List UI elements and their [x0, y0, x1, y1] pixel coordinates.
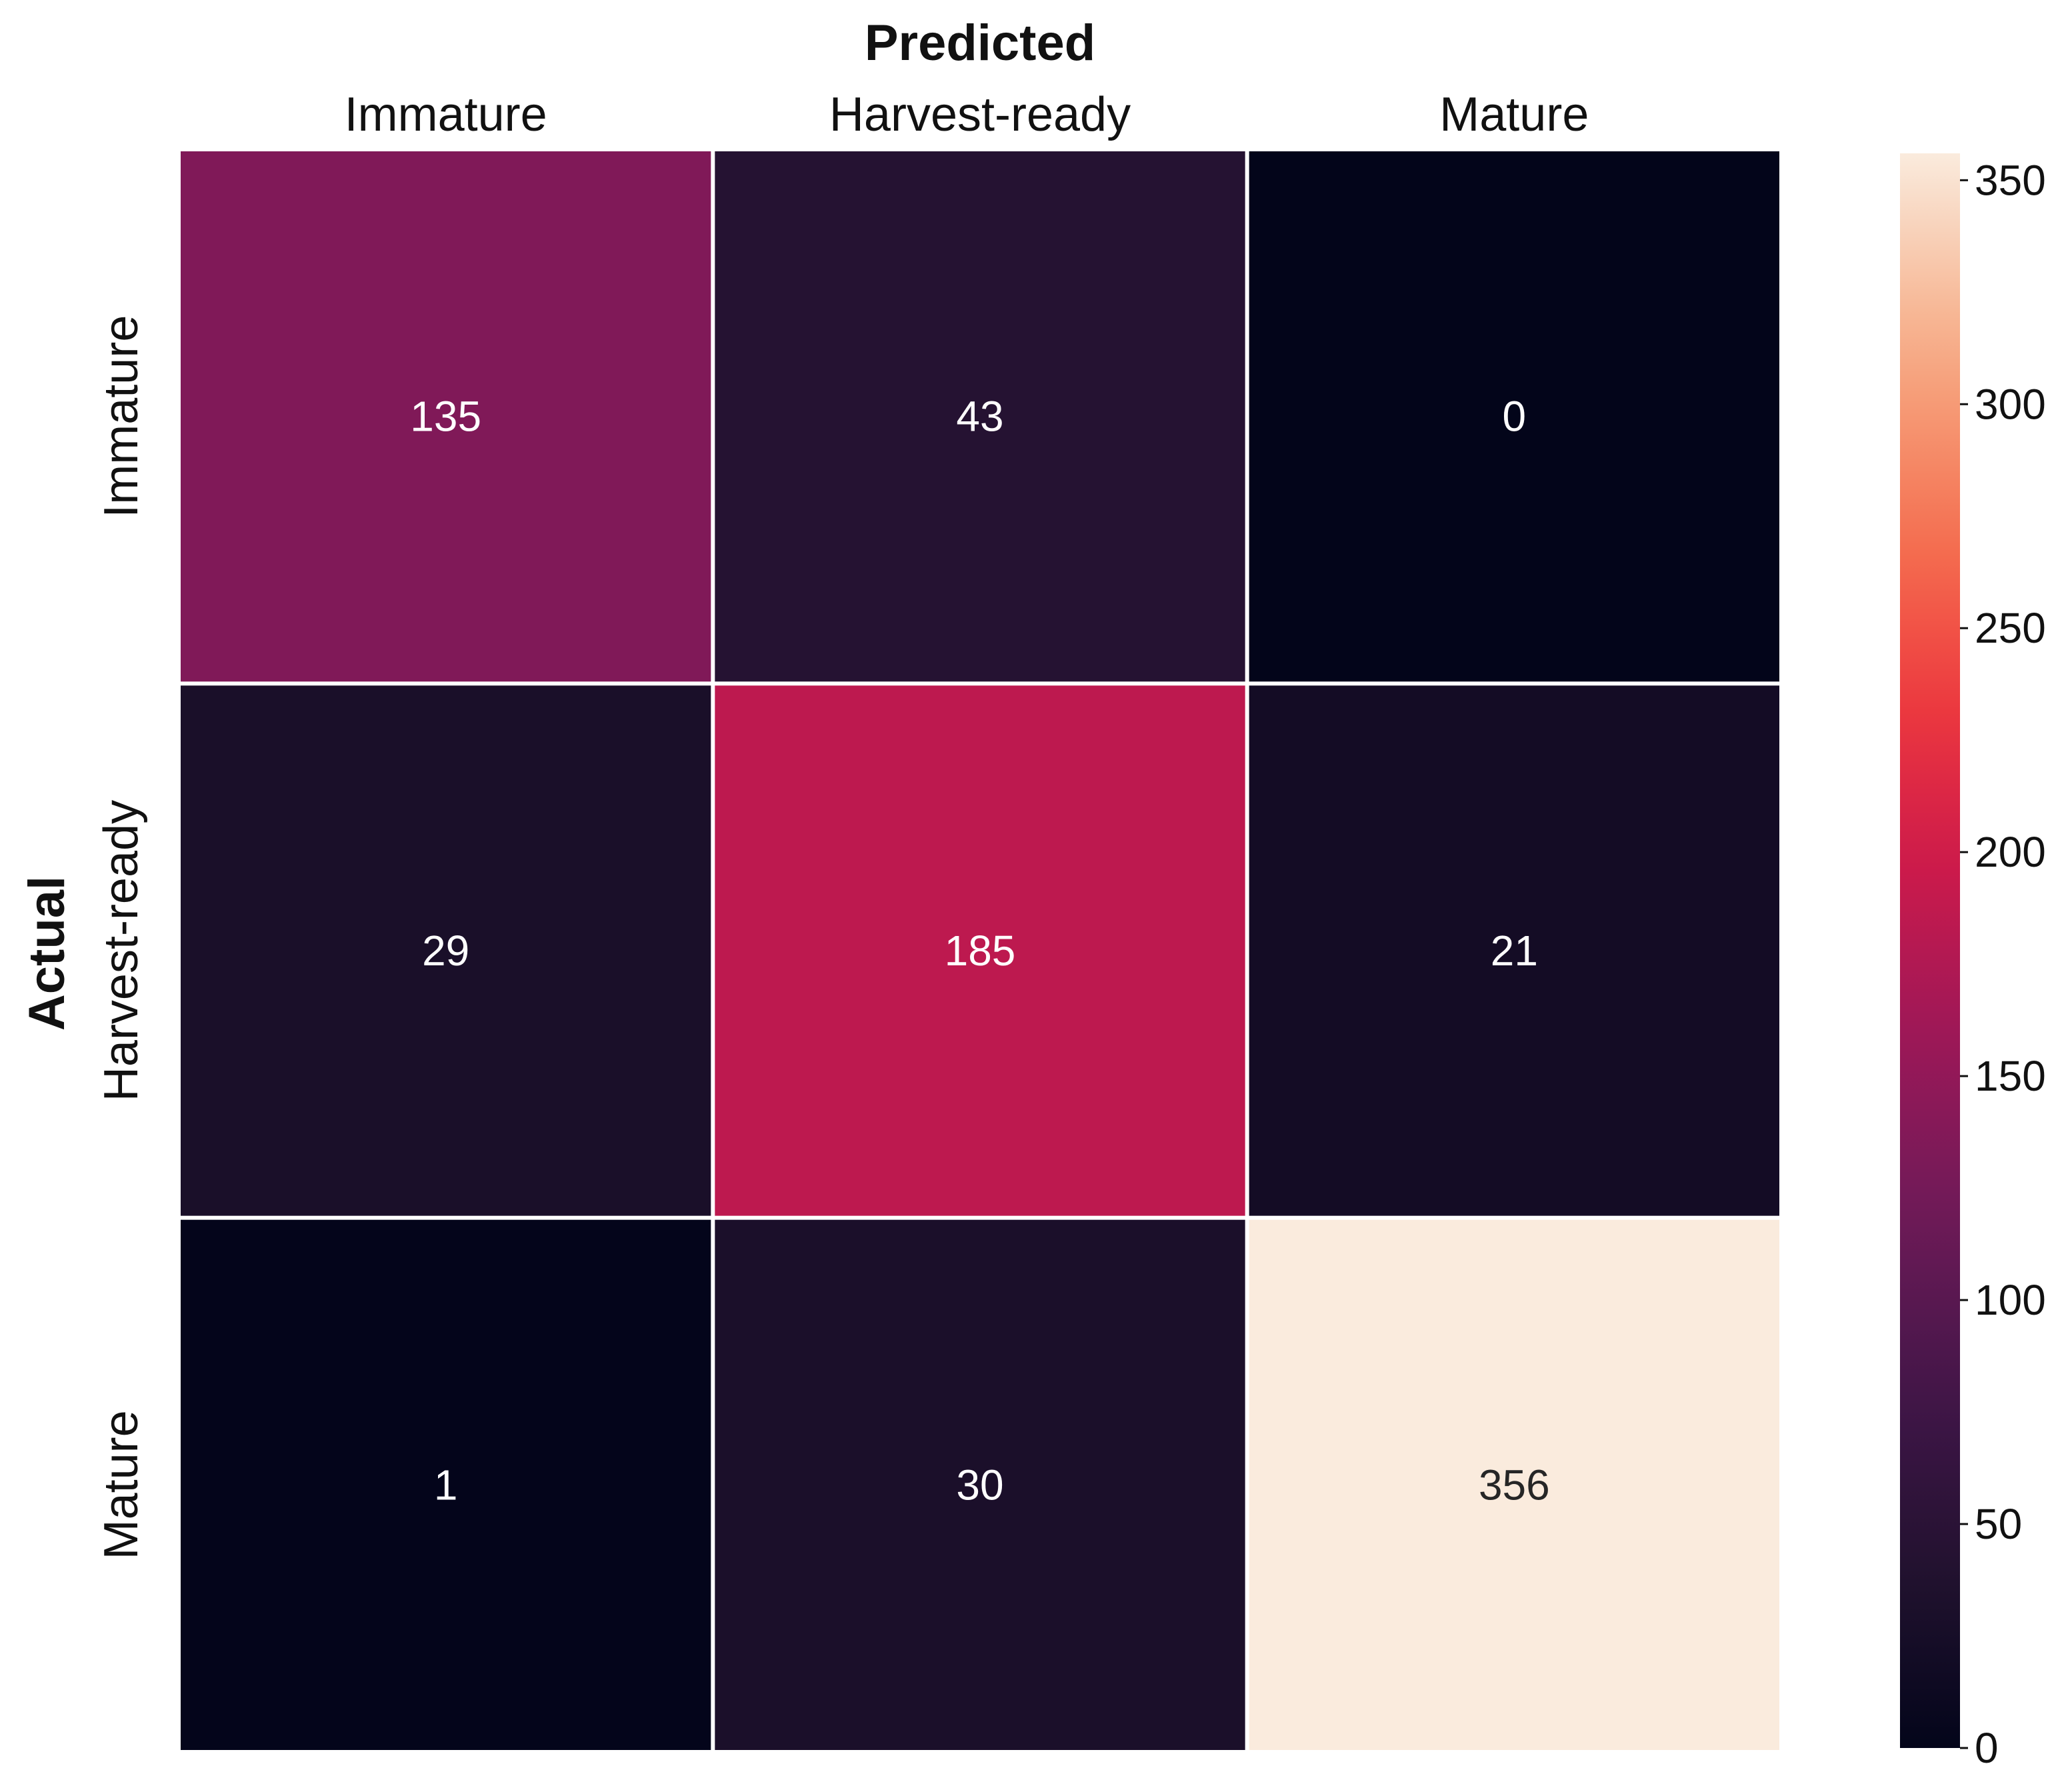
heatmap-cell: [715, 151, 1245, 682]
x-tick-label: Mature: [1439, 88, 1589, 141]
colorbar: 0 50 100 150 200 250 300 350: [1900, 153, 2046, 1772]
x-tick-label: Immature: [345, 88, 547, 141]
cell-value-label: 21: [1491, 927, 1538, 975]
heatmap-cell: [1249, 151, 1779, 682]
cell-value-label: 356: [1479, 1461, 1550, 1509]
colorbar-tick-label: 350: [1975, 156, 2046, 204]
y-tick-label: Immature: [95, 315, 148, 518]
y-tick-labels: Immature Harvest-ready Mature: [95, 315, 148, 1560]
colorbar-tick-label: 50: [1975, 1500, 2022, 1548]
heatmap-cell: [181, 685, 711, 1216]
heatmap-cell: [181, 1219, 711, 1750]
y-axis-title: Actual: [19, 876, 75, 1031]
colorbar-tick-label: 200: [1975, 828, 2046, 876]
heatmap-cell: [1249, 1219, 1779, 1750]
cell-value-label: 135: [410, 393, 481, 441]
cell-value-label: 29: [422, 927, 469, 975]
heatmap-cell: [181, 151, 711, 682]
colorbar-gradient: [1900, 153, 1960, 1748]
y-tick-label: Harvest-ready: [95, 800, 148, 1101]
colorbar-tick-label: 250: [1975, 604, 2046, 652]
y-tick-label: Mature: [95, 1410, 148, 1559]
cell-value-label: 185: [945, 927, 1016, 975]
x-tick-label: Harvest-ready: [829, 88, 1131, 141]
heatmap-cell: [1249, 685, 1779, 1216]
cell-value-label: 30: [956, 1461, 1003, 1509]
cell-value-label: 0: [1503, 393, 1527, 441]
colorbar-tick-label: 0: [1975, 1724, 1999, 1772]
cell-value-label: 43: [956, 393, 1003, 441]
cell-value-label: 1: [434, 1461, 458, 1509]
colorbar-tick-label: 100: [1975, 1276, 2046, 1324]
heatmap-cells: 135 43 0 29 185 21 1 30 356: [181, 151, 1779, 1750]
heatmap-cell: [715, 685, 1245, 1216]
x-axis-title: Predicted: [865, 15, 1095, 71]
colorbar-tick-label: 150: [1975, 1052, 2046, 1100]
x-tick-labels: Immature Harvest-ready Mature: [345, 88, 1589, 141]
colorbar-ticks: 0 50 100 150 200 250 300 350: [1960, 156, 2046, 1772]
colorbar-tick-label: 300: [1975, 380, 2046, 428]
heatmap-cell: [715, 1219, 1245, 1750]
